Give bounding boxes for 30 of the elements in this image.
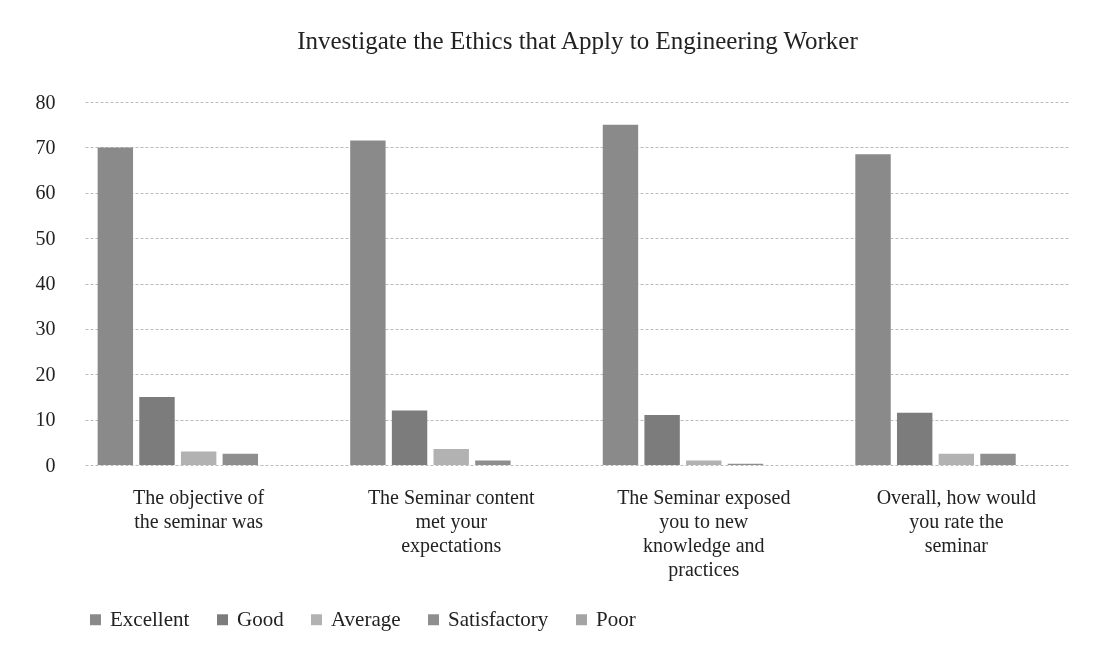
y-tick-label: 50 — [35, 226, 56, 249]
x-tick-label: The Seminar content met your expectations — [367, 485, 535, 557]
chart-title: Investigate the Ethics that Apply to Engineering Worker — [297, 27, 859, 54]
x-tick-label: The objective of the seminar was — [133, 485, 265, 532]
legend-label: Excellent — [110, 606, 190, 631]
bar — [896, 412, 933, 465]
y-tick-label: 20 — [35, 362, 56, 385]
y-tick-label: 30 — [35, 317, 56, 340]
bar — [602, 124, 639, 465]
y-tick-label: 10 — [35, 408, 56, 431]
x-tick-label: Overall, how would you rate the seminar — [876, 485, 1037, 556]
bar — [222, 453, 259, 465]
bar — [475, 460, 511, 465]
legend-label: Good — [237, 606, 285, 631]
bar — [350, 140, 386, 465]
legend-label: Average — [331, 606, 401, 631]
y-tick-label: 70 — [35, 135, 56, 158]
x-tick-label: The Seminar exposed you to new knowledge and practices — [617, 485, 791, 581]
y-tick-label: 80 — [35, 90, 56, 113]
legend-label: Poor — [596, 606, 636, 631]
bar — [391, 410, 428, 465]
y-tick-label: 40 — [35, 272, 56, 294]
bar — [97, 147, 134, 465]
legend-label: Satisfactory — [448, 606, 549, 631]
bar — [980, 453, 1016, 465]
bar — [139, 396, 175, 465]
bar — [855, 154, 891, 465]
y-tick-label: 60 — [35, 181, 56, 204]
bar — [644, 415, 680, 465]
y-tick-label: 0 — [45, 453, 56, 476]
